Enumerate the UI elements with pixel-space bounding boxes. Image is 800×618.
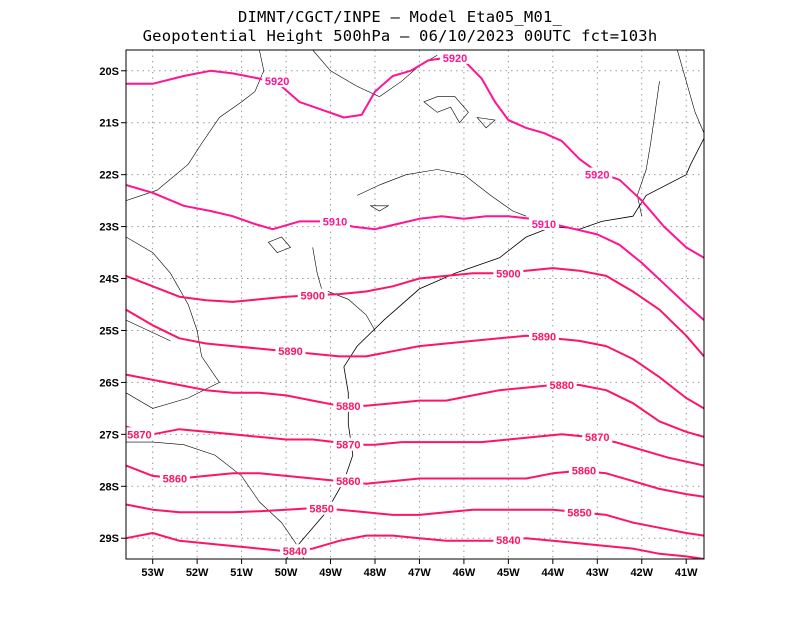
contour-5870 <box>126 425 704 467</box>
contour-label-layer: 5920 5920 5920 5910 5910 5900 5900 5890 5890 5880… <box>124 50 613 558</box>
contour-label-bg <box>319 214 350 228</box>
y-tick-label: 20S <box>99 66 119 78</box>
state-boundary <box>126 319 171 342</box>
contour-label-bg <box>333 398 364 412</box>
contour-label-bg <box>582 429 613 443</box>
geography-layer <box>126 50 704 559</box>
y-tick-label: 29S <box>99 533 119 545</box>
contour-label: 5840 <box>496 535 520 547</box>
contour-label: 5880 <box>336 401 360 413</box>
coastline <box>285 138 704 559</box>
contour-label: 5880 <box>549 380 573 392</box>
y-tick-label: 27S <box>99 429 119 441</box>
y-tick-label: 25S <box>99 325 119 337</box>
contour-label-bg <box>564 505 595 519</box>
x-tick-label: 48W <box>364 567 387 579</box>
reservoir-outline <box>369 205 390 212</box>
contour-5920 <box>126 56 704 259</box>
contour-label: 5890 <box>532 332 556 344</box>
contour-label: 5860 <box>572 466 596 478</box>
contour-5910 <box>126 184 704 321</box>
contour-label: 5870 <box>585 432 609 444</box>
contour-label: 5860 <box>336 476 360 488</box>
map-title-line-2: Geopotential Height 500hPa – 06/10/2023 … <box>142 27 658 45</box>
state-boundary <box>126 236 220 409</box>
contour-label-bg <box>333 437 364 451</box>
contour-label: 5860 <box>163 473 187 485</box>
y-tick-label: 24S <box>99 274 119 286</box>
x-tick-label: 42W <box>630 567 653 579</box>
contour-label: 5840 <box>283 546 307 558</box>
y-tick-label: 26S <box>99 377 119 389</box>
contour-label: 5920 <box>443 53 467 65</box>
x-tick-label: 49W <box>319 567 342 579</box>
x-tick-label: 43W <box>586 567 609 579</box>
contour-5860 <box>126 464 704 498</box>
contour-label-bg <box>333 474 364 488</box>
y-tick-label: 23S <box>99 222 119 234</box>
contour-layer <box>126 56 704 559</box>
map-title-line-1: DIMNT/CGCT/INPE – Model Eta05_M01_ <box>237 8 563 26</box>
y-tick-label: 22S <box>99 170 119 182</box>
contour-label-bg <box>124 427 155 441</box>
contour-label-bg <box>297 288 328 302</box>
contour-label: 5900 <box>300 291 324 303</box>
reservoir-outline <box>476 117 496 129</box>
contour-5890 <box>126 308 704 410</box>
contour-label-bg <box>159 471 190 485</box>
y-tick-label: 21S <box>99 118 119 130</box>
contour-label-bg <box>568 463 599 477</box>
contour-label-bg <box>306 501 337 515</box>
axis-ticks: 53W 52W 51W 50W 49W 48W 47W 46W 45W 44W 43W 42W 41W 2… <box>99 66 698 579</box>
contour-label-bg <box>262 74 293 88</box>
state-boundary <box>677 50 704 134</box>
x-tick-label: 47W <box>408 567 431 579</box>
x-tick-label: 41W <box>675 567 698 579</box>
contour-label-bg <box>528 329 559 343</box>
contour-label: 5870 <box>127 429 151 441</box>
state-boundary <box>636 81 660 217</box>
contour-label-bg <box>440 50 471 64</box>
contour-label-bg <box>493 266 524 280</box>
contour-label: 5850 <box>567 507 591 519</box>
state-boundary <box>357 169 527 217</box>
contour-label-bg <box>528 216 559 230</box>
x-tick-label: 53W <box>141 567 164 579</box>
x-tick-label: 46W <box>453 567 476 579</box>
contour-5840 <box>126 532 704 559</box>
state-boundary <box>126 441 305 559</box>
x-tick-label: 45W <box>497 567 520 579</box>
reservoir-outline <box>423 96 469 124</box>
contour-label: 5900 <box>496 268 520 280</box>
x-tick-label: 44W <box>542 567 565 579</box>
contour-5850 <box>126 503 704 537</box>
contour-label: 5920 <box>585 170 609 182</box>
state-boundary <box>126 50 265 201</box>
contour-5900 <box>126 267 704 358</box>
x-tick-label: 52W <box>186 567 209 579</box>
reservoir-outline <box>267 236 292 253</box>
contour-label-bg <box>279 544 310 558</box>
y-tick-label: 28S <box>99 481 119 493</box>
x-tick-label: 50W <box>275 567 298 579</box>
plot-frame <box>125 49 705 560</box>
contour-label: 5870 <box>336 440 360 452</box>
contour-label: 5910 <box>532 219 556 231</box>
contour-label-bg <box>546 378 577 392</box>
lat-lon-grid <box>126 50 704 559</box>
contour-label: 5920 <box>265 76 289 88</box>
x-tick-label: 51W <box>230 567 253 579</box>
contour-label-bg <box>493 532 524 546</box>
contour-label: 5890 <box>278 346 302 358</box>
contour-label: 5910 <box>323 216 347 228</box>
contour-label: 5850 <box>309 504 333 516</box>
contour-label-bg <box>582 167 613 181</box>
contour-5880 <box>126 373 704 438</box>
contour-label-bg <box>275 344 306 358</box>
